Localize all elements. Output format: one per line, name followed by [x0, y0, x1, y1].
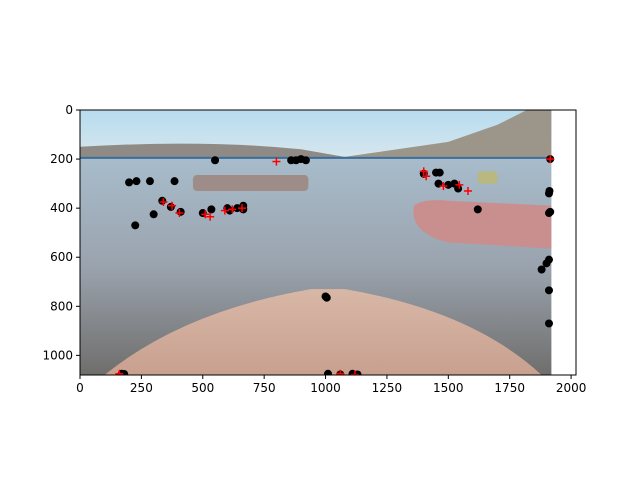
x-tick-label: 1500 [433, 381, 464, 395]
y-tick-label: 600 [50, 250, 73, 264]
point-red-plus-0 [115, 369, 124, 375]
point-red-plus-14 [463, 186, 472, 195]
hill-left [80, 143, 351, 158]
y-tick-label: 800 [50, 299, 73, 313]
point-black-2 [145, 177, 154, 186]
point-red-plus-7 [228, 205, 237, 214]
blank-margin [551, 110, 576, 375]
y-tick-label: 400 [50, 201, 73, 215]
x-tick-label: 1750 [494, 381, 525, 395]
point-red-plus-2 [168, 201, 177, 210]
y-tick-label: 200 [50, 152, 73, 166]
point-red-plus-15 [546, 155, 555, 164]
point-black-34 [473, 205, 482, 214]
x-tick-label: 250 [130, 381, 153, 395]
y-tick-label: 1000 [42, 348, 73, 362]
point-black-0 [125, 178, 134, 187]
point-black-40 [545, 186, 554, 195]
point-black-23 [324, 369, 332, 375]
point-black-11 [211, 156, 220, 165]
y-tick-label: 0 [65, 103, 73, 117]
point-red-plus-1 [159, 198, 168, 207]
point-black-22 [322, 293, 331, 302]
hill-right [337, 110, 552, 158]
plot-frame [79, 109, 577, 376]
y-axis: 0 200 400 600 800 1000 [42, 103, 80, 362]
boat-left [192, 175, 309, 191]
boat-right [413, 200, 552, 249]
background-photo [80, 110, 576, 375]
x-tick-label: 1000 [310, 381, 341, 395]
point-black-42 [546, 207, 555, 216]
point-red-plus-12 [439, 182, 448, 191]
point-black-20 [301, 156, 310, 165]
boat-bow [104, 289, 542, 375]
point-black-35 [537, 265, 546, 274]
point-black-10 [207, 205, 216, 214]
point-red-plus-9 [272, 157, 281, 166]
point-black-1 [132, 177, 141, 186]
point-red-plus-3 [175, 209, 184, 218]
point-black-6 [158, 196, 167, 205]
point-black-14 [233, 204, 242, 213]
point-red-plus-11 [422, 172, 431, 181]
point-black-7 [166, 202, 175, 211]
point-red-plus-10 [419, 167, 428, 176]
x-tick-label: 2000 [556, 381, 587, 395]
point-black-33 [450, 179, 459, 188]
point-black-31 [444, 180, 453, 189]
point-black-8 [176, 207, 185, 216]
point-red-plus-13 [455, 180, 464, 189]
boat-green [477, 171, 498, 184]
point-red-plus-5 [206, 212, 215, 221]
point-red-plus-6 [220, 206, 229, 215]
point-black-43 [544, 286, 553, 295]
x-tick-label: 750 [253, 381, 276, 395]
point-black-5 [149, 210, 158, 219]
point-red-plus-4 [201, 210, 210, 219]
point-red-plus-8 [238, 204, 247, 213]
x-tick-label: 500 [191, 381, 214, 395]
point-black-44 [544, 319, 553, 328]
point-black-4 [131, 221, 140, 230]
x-tick-label: 1250 [372, 381, 403, 395]
x-tick-label: 0 [76, 381, 84, 395]
x-axis: 0 250 500 750 1000 1250 1500 1750 2000 [76, 375, 586, 395]
point-red-plus-16 [336, 369, 345, 375]
point-black-29 [435, 168, 444, 177]
point-black-3 [170, 177, 179, 186]
point-black-37 [542, 259, 551, 268]
